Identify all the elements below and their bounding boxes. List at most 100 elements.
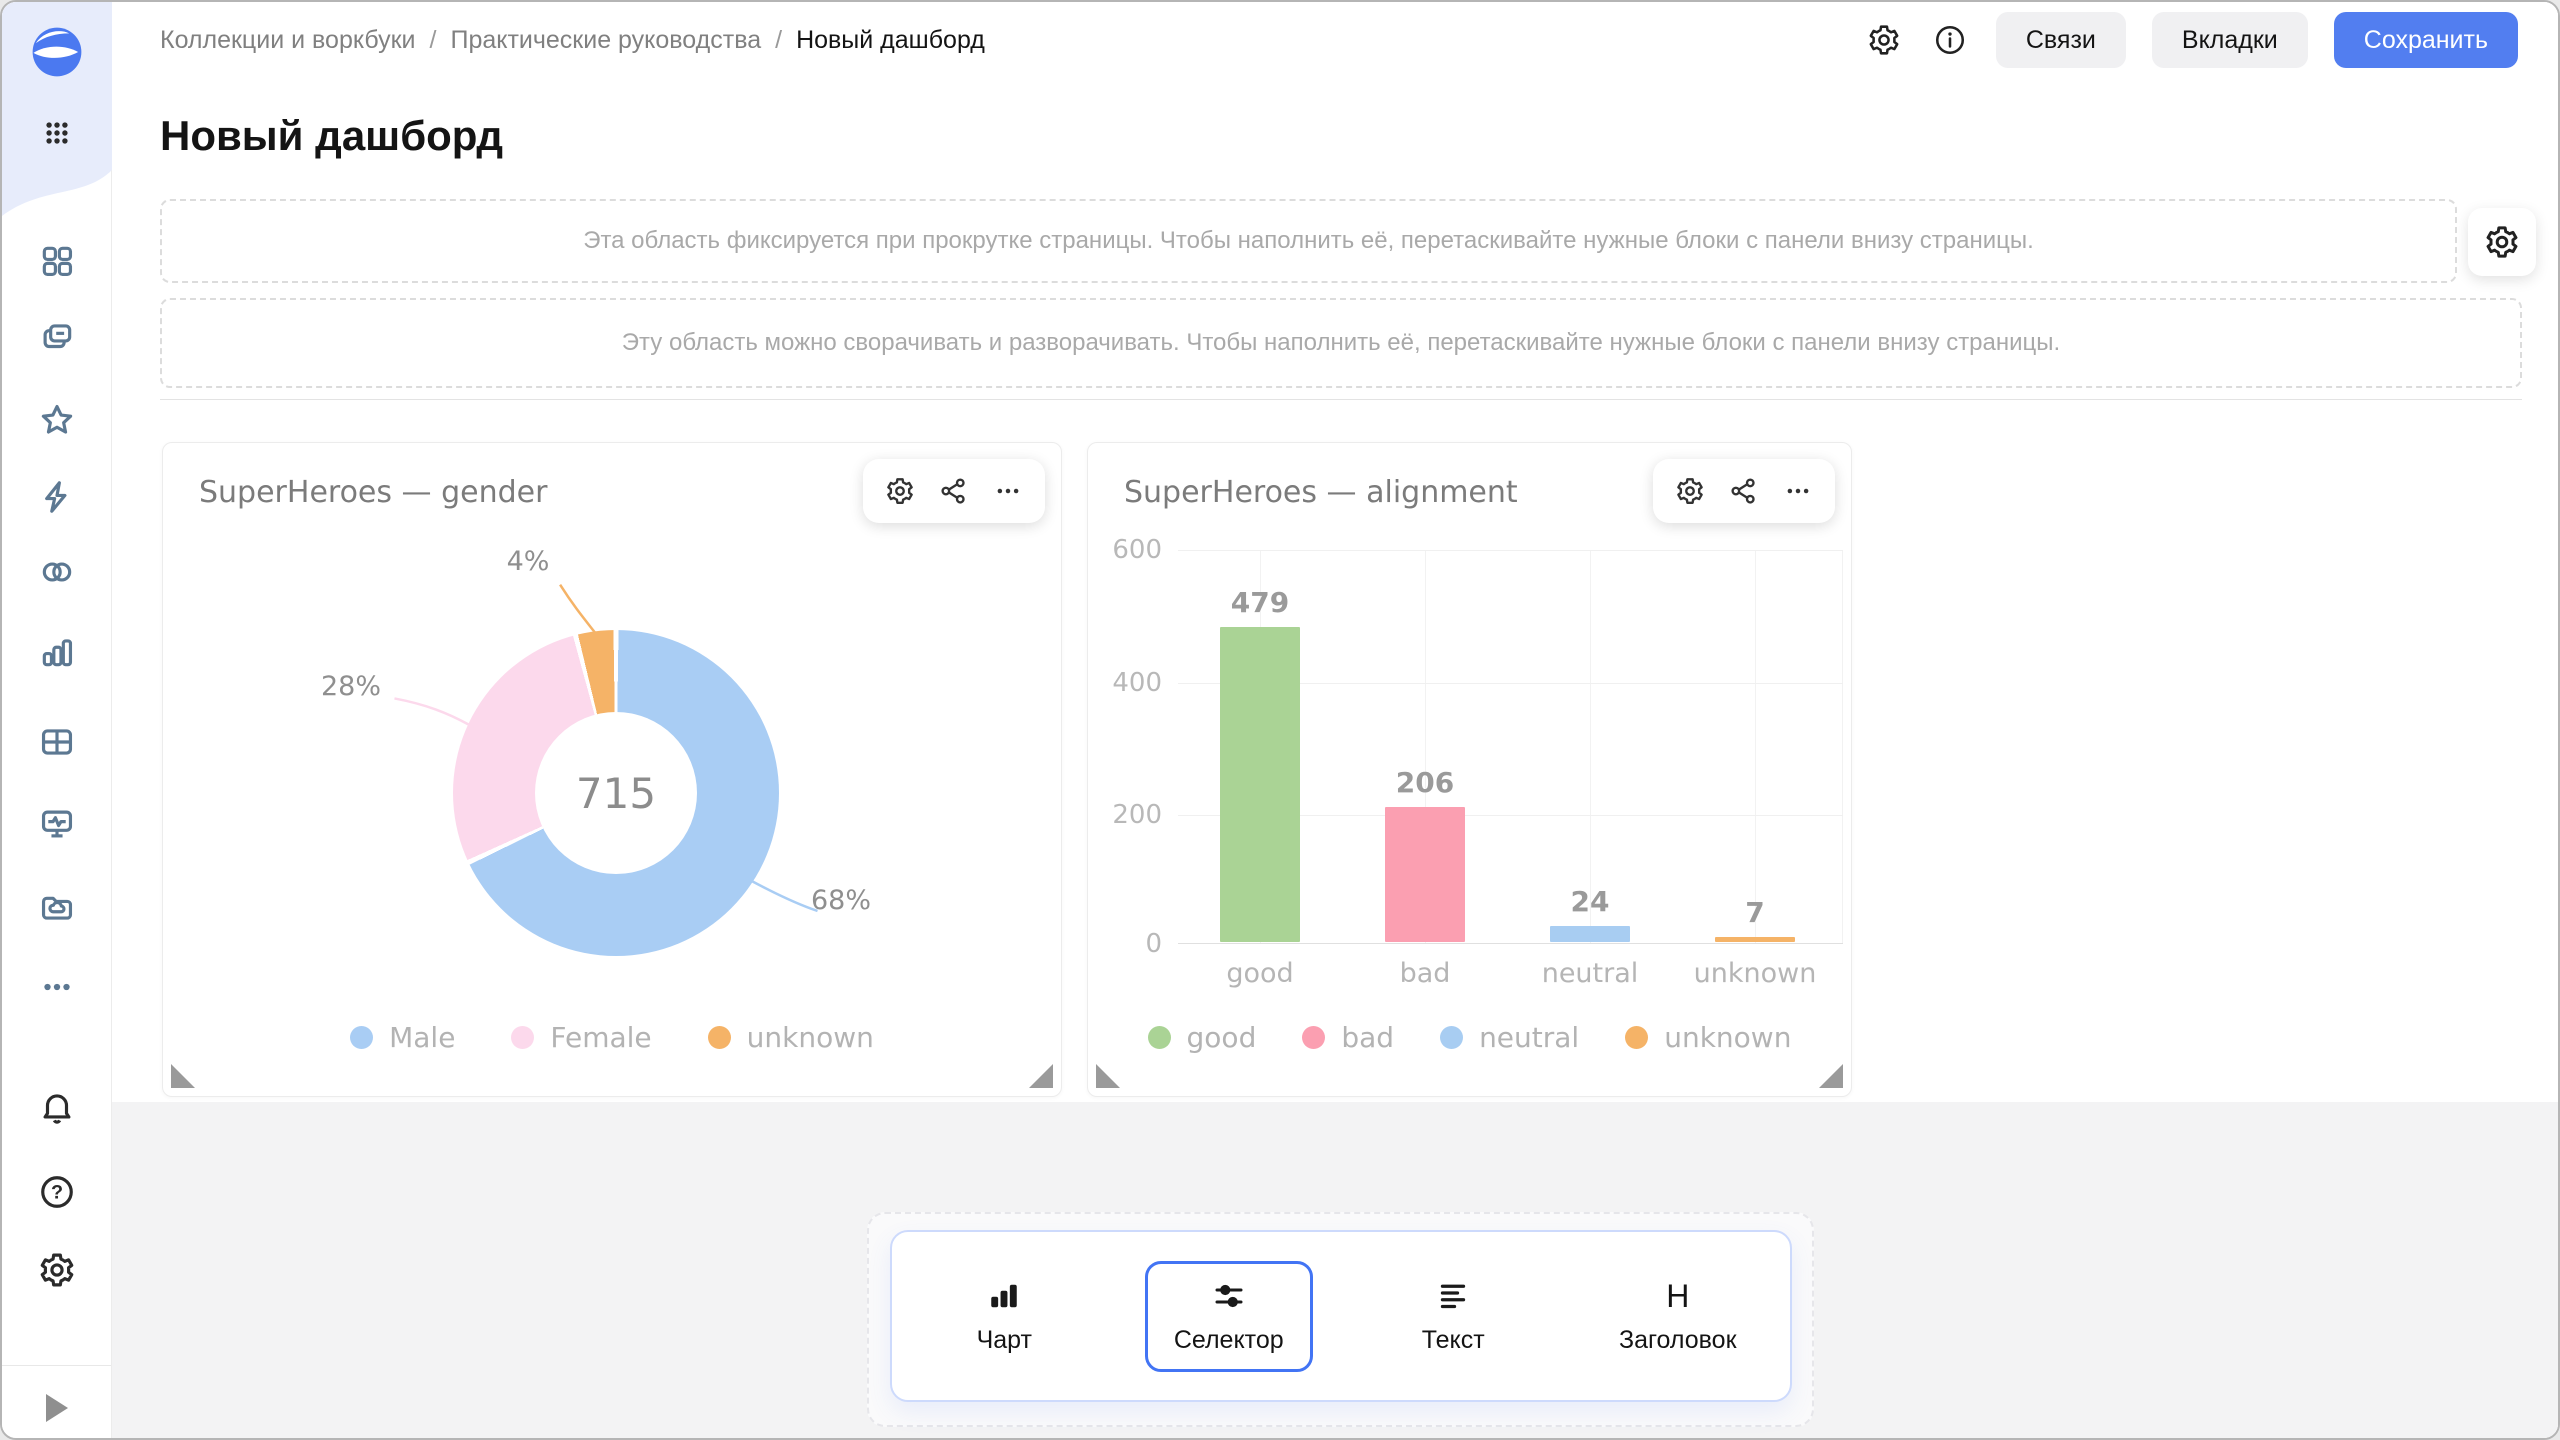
gear-icon[interactable] [1667, 468, 1713, 514]
sidebar-item-connections[interactable] [31, 546, 83, 598]
bar-column-bad: 206 [1345, 766, 1505, 942]
legend-label: neutral [1479, 1021, 1580, 1054]
legend-dot [1302, 1026, 1326, 1049]
save-button[interactable]: Сохранить [2333, 12, 2518, 68]
help-icon[interactable]: ? [31, 1166, 83, 1218]
notifications-bell-icon[interactable] [31, 1081, 83, 1133]
breadcrumb-workbook[interactable]: Практические руководства [450, 25, 762, 54]
palette-item-text[interactable]: Текст [1393, 1261, 1514, 1372]
bar-bad[interactable] [1385, 806, 1465, 942]
sidebar-item-functions[interactable] [31, 471, 83, 523]
fixed-area-hint: Эта область фиксируется при прокрутке ст… [583, 227, 2034, 254]
legend-item-bad[interactable]: bad [1302, 1021, 1394, 1054]
sidebar-item-cloud-storage[interactable] [31, 881, 83, 933]
legend-item-neutral[interactable]: neutral [1440, 1021, 1579, 1054]
sidebar-item-favorites[interactable] [31, 394, 83, 446]
main-area: Коллекции и воркбуки / Практические руко… [112, 2, 2558, 1438]
x-label-good: good [1226, 958, 1294, 989]
resize-handle-left[interactable] [171, 1064, 195, 1088]
y-tick-600: 600 [1112, 535, 1162, 565]
relations-icon[interactable] [1721, 468, 1767, 514]
fixed-header-drop-area[interactable]: Эта область фиксируется при прокрутке ст… [160, 199, 2457, 283]
settings-gear-icon[interactable] [1864, 20, 1904, 60]
more-icon[interactable] [1775, 468, 1821, 514]
widget-alignment: SuperHeroes — alignment [1087, 442, 1852, 1097]
donut-label-unknown: 4% [506, 546, 550, 577]
donut-label-male: 68% [811, 885, 872, 916]
gridline [1590, 550, 1591, 944]
legend-item-good[interactable]: good [1147, 1021, 1257, 1054]
breadcrumb-separator: / [429, 25, 437, 54]
topbar-actions: Связи Вкладки Сохранить [1864, 12, 2518, 68]
sidebar-item-monitoring[interactable] [31, 798, 83, 850]
x-label-bad: bad [1399, 958, 1451, 989]
breadcrumb: Коллекции и воркбуки / Практические руко… [160, 26, 985, 55]
y-tick-0: 0 [1145, 929, 1162, 959]
gridline [1178, 815, 1843, 816]
header-body-divider [160, 399, 2522, 400]
resize-handle-left[interactable] [1096, 1064, 1120, 1088]
header-glyph-icon: H [1666, 1277, 1690, 1314]
breadcrumb-current: Новый дашборд [796, 25, 985, 54]
widget-gender: SuperHeroes — gender [162, 442, 1062, 1097]
bar-value: 206 [1395, 765, 1455, 799]
relations-icon[interactable] [931, 468, 977, 514]
legend-item-unknown[interactable]: unknown [1625, 1021, 1791, 1054]
palette-item-header[interactable]: H Заголовок [1590, 1261, 1766, 1372]
bar-column-neutral: 24 [1510, 885, 1670, 942]
widget-alignment-toolbar [1653, 459, 1835, 523]
palette-item-chart[interactable]: Чарт [948, 1261, 1061, 1372]
legend-item-male[interactable]: Male [350, 1021, 455, 1054]
text-icon [1441, 1284, 1466, 1308]
relations-button[interactable]: Связи [1995, 12, 2126, 68]
widget-gender-title: SuperHeroes — gender [199, 475, 548, 510]
sidebar-settings-gear-icon[interactable] [31, 1244, 83, 1296]
legend-item-female[interactable]: Female [511, 1021, 652, 1054]
sidebar-item-dashboards[interactable] [31, 235, 83, 287]
palette-item-label: Текст [1421, 1325, 1485, 1354]
bar-value: 24 [1570, 885, 1610, 919]
gear-icon[interactable] [877, 468, 923, 514]
gridline [1178, 683, 1843, 684]
bar-good[interactable] [1220, 627, 1300, 942]
gender-legend: Male Female unknown [163, 1021, 1061, 1054]
sidebar-expand-icon[interactable] [45, 1394, 68, 1422]
legend-item-unknown[interactable]: unknown [707, 1021, 874, 1054]
more-icon[interactable] [985, 468, 1031, 514]
breadcrumb-separator: / [775, 25, 783, 54]
gender-donut-chart[interactable] [453, 630, 779, 956]
y-tick-400: 400 [1112, 668, 1162, 698]
widget-gender-toolbar [863, 459, 1045, 523]
datalens-logo[interactable] [31, 26, 83, 78]
resize-handle-right[interactable] [1819, 1064, 1843, 1088]
sidebar-item-collections[interactable] [31, 311, 83, 363]
sidebar-item-charts[interactable] [31, 626, 83, 678]
legend-label: unknown [1664, 1021, 1792, 1054]
tabs-button[interactable]: Вкладки [2151, 12, 2308, 68]
gridline [1178, 550, 1843, 551]
widget-alignment-title: SuperHeroes — alignment [1124, 475, 1518, 510]
sidebar-item-datasets[interactable] [31, 716, 83, 768]
palette-item-selector[interactable]: Селектор [1144, 1260, 1313, 1372]
sidebar-top-blob [2, 2, 112, 216]
sidebar-item-more[interactable] [31, 961, 83, 1013]
chart-icon [991, 1284, 1017, 1307]
palette-item-label: Чарт [976, 1325, 1032, 1354]
sidebar: ? [2, 2, 112, 1438]
legend-label: Female [550, 1021, 652, 1054]
x-label-unknown: unknown [1693, 958, 1817, 989]
resize-handle-right[interactable] [1029, 1064, 1053, 1088]
fixed-area-settings-button[interactable] [2468, 208, 2536, 276]
legend-label: good [1186, 1021, 1257, 1054]
collapsible-drop-area[interactable]: Эту область можно сворачивать и разворач… [160, 298, 2522, 388]
selector-icon [1215, 1284, 1243, 1307]
breadcrumb-collections[interactable]: Коллекции и воркбуки [160, 25, 416, 54]
bar-neutral[interactable] [1550, 926, 1630, 942]
gridline [1755, 550, 1756, 944]
y-tick-200: 200 [1112, 800, 1162, 830]
widget-palette: Чарт Селектор Текст [890, 1230, 1792, 1402]
apps-grid-icon[interactable] [31, 107, 83, 159]
bar-unknown[interactable] [1715, 937, 1795, 942]
bottom-zone: Чарт Селектор Текст [112, 1102, 2558, 1438]
info-circle-icon[interactable] [1930, 20, 1970, 60]
